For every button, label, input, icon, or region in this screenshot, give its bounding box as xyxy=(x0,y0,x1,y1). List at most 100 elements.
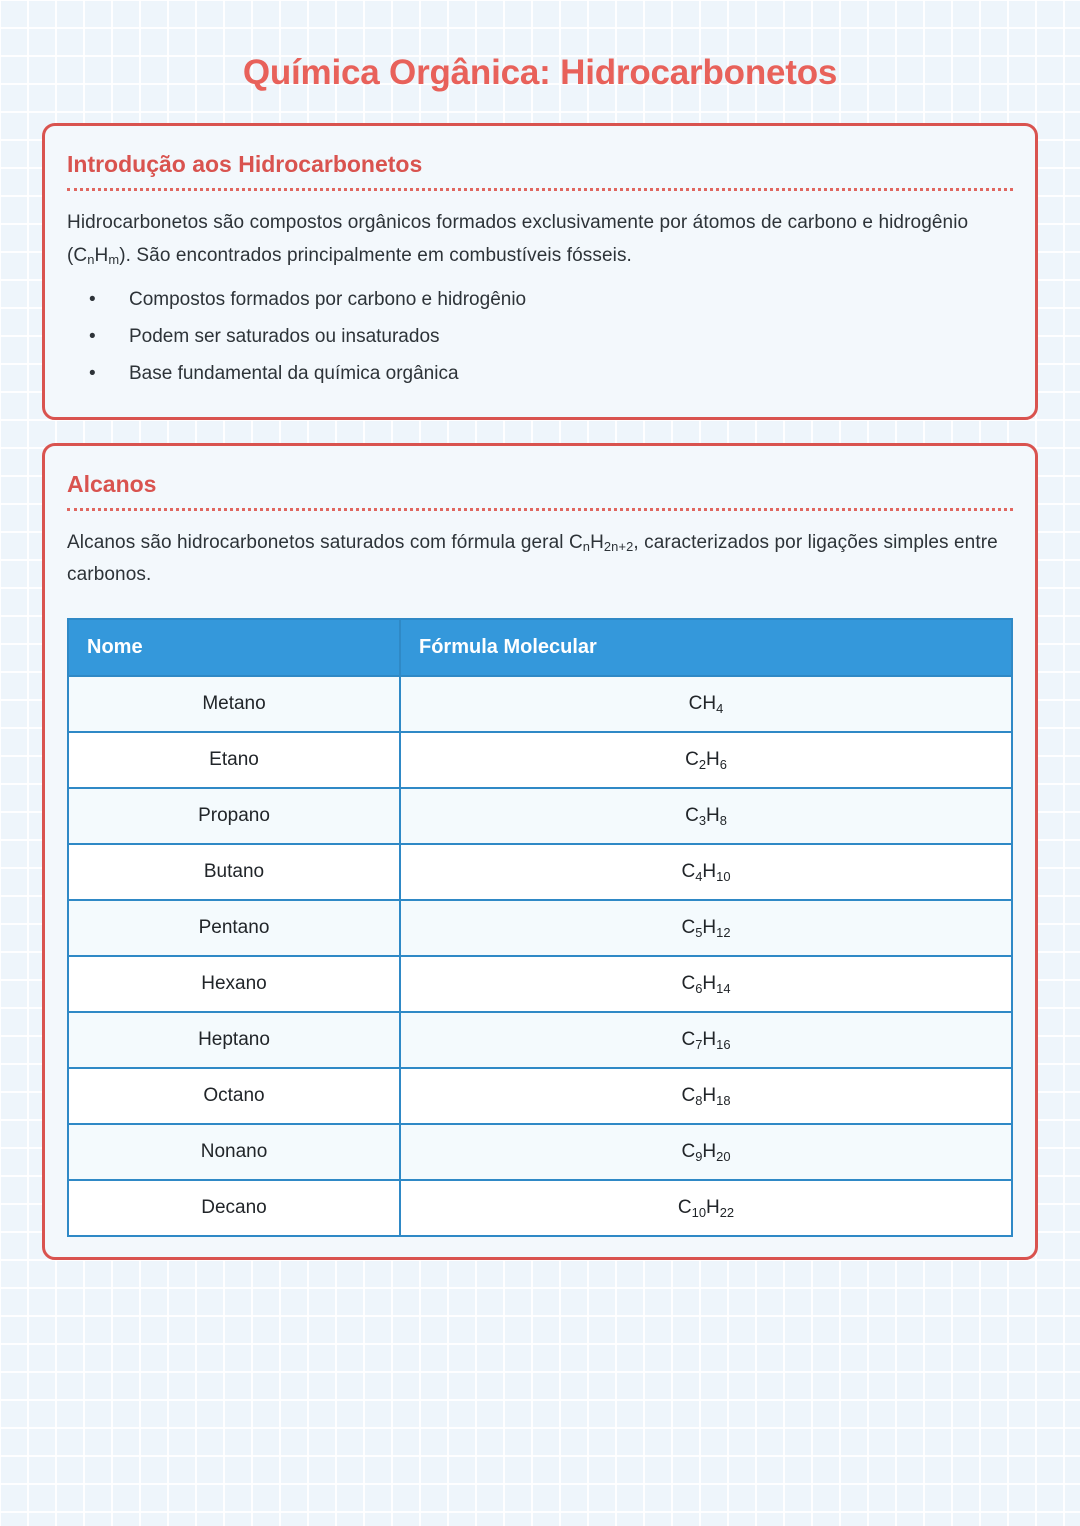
list-item-label: Podem ser saturados ou insaturados xyxy=(129,326,440,348)
formula-hydrogen-subscript: 18 xyxy=(716,1092,731,1108)
cell-nome: Metano xyxy=(67,675,401,734)
formula-carbon-subscript: 9 xyxy=(695,1148,703,1164)
formula-carbon: C xyxy=(685,749,699,771)
bullet-icon: • xyxy=(89,326,96,348)
list-item: • Podem ser saturados ou insaturados xyxy=(67,323,1013,352)
paragraph-text-part-2: H xyxy=(590,531,604,553)
table-row: Heptano C7H16 xyxy=(67,1011,1013,1070)
formula-hydrogen-subscript: 20 xyxy=(716,1148,731,1164)
paragraph-text-part-1: Alcanos são hidrocarbonetos saturados co… xyxy=(67,531,583,553)
formula-carbon-subscript: 2 xyxy=(698,756,706,772)
cell-nome: Pentano xyxy=(67,899,401,958)
formula-hydrogen: H xyxy=(706,1197,720,1219)
cell-formula: C3H8 xyxy=(399,787,1013,846)
formula-hydrogen-subscript: 22 xyxy=(719,1204,735,1220)
cell-nome: Octano xyxy=(67,1067,401,1126)
cell-formula: CH4 xyxy=(399,675,1013,734)
table-body: Metano CH4 Etano C2H6 Propano C3H8 Butano C4H10… xyxy=(67,675,1013,1238)
cell-nome: Hexano xyxy=(67,955,401,1014)
column-header-nome: Nome xyxy=(67,618,401,678)
section-paragraph-alcanos: Alcanos são hidrocarbonetos saturados co… xyxy=(67,527,1013,592)
formula-hydrogen-subscript: 14 xyxy=(716,980,731,996)
formula-hydrogen-subscript: 12 xyxy=(716,924,731,940)
cell-formula: C7H16 xyxy=(399,1011,1013,1070)
formula-carbon: C xyxy=(681,1141,696,1163)
paragraph-text-part-3: ). São encontrados principalmente em com… xyxy=(119,244,632,266)
paragraph-text-part-2: H xyxy=(94,244,109,266)
formula-carbon-subscript: 3 xyxy=(698,812,706,828)
formula-hydrogen-subscript: 4 xyxy=(716,700,724,716)
table-row: Metano CH4 xyxy=(67,675,1013,734)
list-item: • Compostos formados por carbono e hidrog… xyxy=(67,286,1013,315)
table-row: Octano C8H18 xyxy=(67,1067,1013,1126)
section-card-alcanos: Alcanos Alcanos são hidrocarbonetos satu… xyxy=(42,443,1038,1261)
formula-hydrogen: H xyxy=(702,861,717,883)
table-row: Decano C10H22 xyxy=(67,1179,1013,1238)
formula-hydrogen: H xyxy=(702,917,717,939)
cell-nome: Etano xyxy=(67,731,401,790)
formula-hydrogen: H xyxy=(706,805,720,827)
formula-hydrogen-subscript: 10 xyxy=(716,868,731,884)
heading-divider xyxy=(67,188,1013,192)
table-row: Butano C4H10 xyxy=(67,843,1013,902)
section-paragraph-introducao: Hidrocarbonetos são compostos orgânicos … xyxy=(67,207,1013,272)
formula-carbon: CH xyxy=(688,693,717,715)
cell-nome: Propano xyxy=(67,787,401,846)
formula-carbon: C xyxy=(681,861,696,883)
section-heading-introducao: Introdução aos Hidrocarbonetos xyxy=(67,151,423,178)
formula-carbon: C xyxy=(677,1197,692,1219)
cell-formula: C9H20 xyxy=(399,1123,1013,1182)
section-card-introducao: Introdução aos Hidrocarbonetos Hidrocarb… xyxy=(42,123,1038,421)
table-row: Pentano C5H12 xyxy=(67,899,1013,958)
bullet-icon: • xyxy=(89,363,96,385)
bullet-icon: • xyxy=(89,289,96,311)
cell-nome: Heptano xyxy=(67,1011,401,1070)
table-row: Etano C2H6 xyxy=(67,731,1013,790)
list-item-label: Compostos formados por carbono e hidrogê… xyxy=(129,289,527,311)
formula-carbon-subscript: 6 xyxy=(695,980,703,996)
formula-hydrogen: H xyxy=(702,1085,717,1107)
formula-subscript-n: n xyxy=(582,539,591,555)
paragraph-text-part-1: Hidrocarbonetos são compostos orgânicos … xyxy=(67,212,969,266)
formula-hydrogen-subscript: 6 xyxy=(719,756,727,772)
formula-carbon-subscript: 4 xyxy=(695,868,703,884)
column-header-formula: Fórmula Molecular xyxy=(399,618,1013,678)
formula-carbon: C xyxy=(681,1029,696,1051)
formula-subscript-2n2: 2n+2 xyxy=(603,539,634,555)
formula-carbon: C xyxy=(681,1085,696,1107)
formula-carbon-subscript: 7 xyxy=(695,1036,703,1052)
formula-subscript-n: n xyxy=(87,252,95,268)
cell-formula: C2H6 xyxy=(399,731,1013,790)
table-row: Nonano C9H20 xyxy=(67,1123,1013,1182)
formula-carbon: C xyxy=(681,973,696,995)
table-row: Hexano C6H14 xyxy=(67,955,1013,1014)
formula-hydrogen: H xyxy=(702,1141,717,1163)
heading-divider xyxy=(67,507,1013,511)
formula-carbon-subscript: 5 xyxy=(695,924,703,940)
formula-hydrogen: H xyxy=(702,973,717,995)
formula-hydrogen-subscript: 8 xyxy=(719,812,727,828)
section-heading-alcanos: Alcanos xyxy=(67,471,157,498)
formula-carbon-subscript: 8 xyxy=(695,1092,703,1108)
formula-carbon: C xyxy=(685,805,699,827)
cell-nome: Nonano xyxy=(67,1123,401,1182)
page-title: Química Orgânica: Hidrocarbonetos xyxy=(242,53,838,92)
list-item-label: Base fundamental da química orgânica xyxy=(129,363,459,385)
cell-formula: C4H10 xyxy=(399,843,1013,902)
formula-hydrogen: H xyxy=(702,1029,717,1051)
formula-hydrogen: H xyxy=(706,749,720,771)
table-row: Propano C3H8 xyxy=(67,787,1013,846)
cell-nome: Butano xyxy=(67,843,401,902)
formula-hydrogen-subscript: 16 xyxy=(716,1036,731,1052)
cell-formula: C6H14 xyxy=(399,955,1013,1014)
paragraph-text-part-3: , caracterizados por ligações simples en… xyxy=(67,531,998,586)
cell-formula: C5H12 xyxy=(399,899,1013,958)
table-header-row: Nome Fórmula Molecular xyxy=(67,618,1013,678)
formula-subscript-m: m xyxy=(108,252,120,268)
alkanes-table: Nome Fórmula Molecular Metano CH4 Etano C2H… xyxy=(67,618,1013,1238)
formula-carbon-subscript: 10 xyxy=(691,1204,706,1220)
list-item: • Base fundamental da química orgânica xyxy=(67,360,1013,389)
cell-formula: C8H18 xyxy=(399,1067,1013,1126)
cell-formula: C10H22 xyxy=(399,1179,1013,1238)
cell-nome: Decano xyxy=(67,1179,401,1238)
